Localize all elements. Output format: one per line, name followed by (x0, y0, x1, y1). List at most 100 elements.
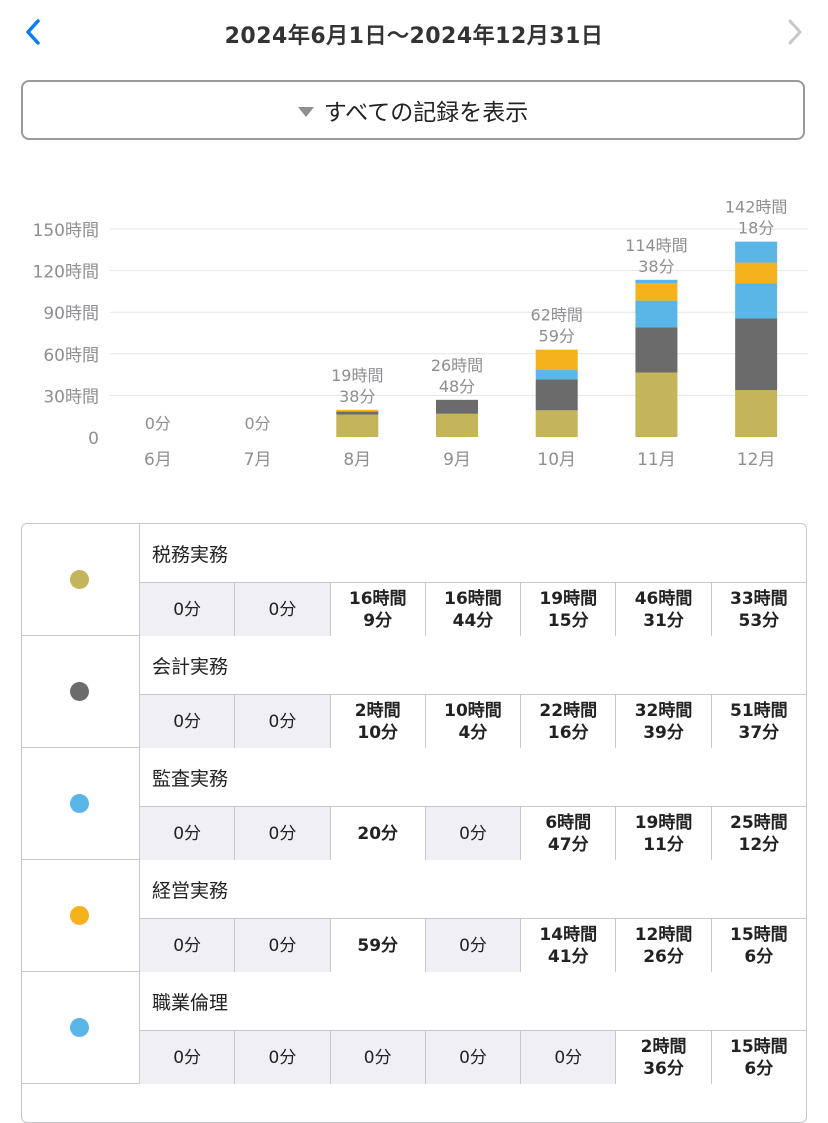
filter-button-label: すべての記録を表示 (324, 93, 528, 127)
bar-segment (536, 370, 578, 379)
y-tick-label: 90時間 (43, 304, 99, 324)
bar-segment (436, 400, 478, 414)
category-name: 税務実務 (152, 540, 228, 567)
month-value-cell: 2時間 10分 (331, 695, 426, 748)
y-tick-label: 60時間 (43, 346, 99, 366)
bar-segment (635, 327, 677, 372)
bar-segment (336, 410, 378, 411)
y-tick-label: 0 (88, 429, 99, 449)
category-name: 職業倫理 (152, 988, 228, 1015)
bar-total-label: 38分 (339, 387, 375, 406)
month-value-cell: 0分 (426, 807, 521, 860)
month-value-cell: 25時間 12分 (712, 807, 806, 860)
dropdown-triangle-icon (298, 107, 314, 117)
x-tick-label: 12月 (737, 450, 776, 470)
month-value-cell: 12時間 26分 (616, 919, 711, 972)
category-color-dot (70, 794, 89, 813)
category-color-dot (70, 682, 89, 701)
x-tick-label: 8月 (343, 450, 371, 470)
category-color-dot (70, 570, 89, 589)
bar-segment (635, 372, 677, 437)
month-value-cell: 46時間 31分 (616, 583, 711, 636)
bar-total-label: 38分 (638, 257, 674, 276)
y-tick-label: 150時間 (33, 221, 99, 241)
bar-total-label: 59分 (539, 327, 575, 346)
x-tick-label: 6月 (144, 450, 172, 470)
bar-segment (635, 280, 677, 284)
bar-segment (336, 412, 378, 415)
category-name: 会計実務 (152, 652, 228, 679)
bar-segment (635, 283, 677, 300)
month-value-cell: 0分 (235, 919, 330, 972)
bar-total-label: 18分 (738, 219, 774, 238)
header-bar: 2024年6月1日〜2024年12月31日 (0, 0, 828, 68)
category-color-cell (22, 524, 140, 635)
month-value-cell: 15時間 6分 (712, 1031, 806, 1084)
month-value-cell: 20分 (331, 807, 426, 860)
month-value-cell: 0分 (140, 1031, 235, 1084)
bar-segment (536, 379, 578, 410)
bar-segment (735, 263, 777, 284)
next-chevron-shape (790, 21, 800, 43)
y-tick-label: 30時間 (43, 387, 99, 407)
month-value-cell: 0分 (235, 1031, 330, 1084)
bar-segment (336, 415, 378, 437)
month-value-cell: 0分 (426, 919, 521, 972)
category-color-cell (22, 860, 140, 971)
month-value-cell: 10時間 4分 (426, 695, 521, 748)
show-all-records-button[interactable]: すべての記録を表示 (21, 80, 805, 140)
month-value-cell: 0分 (140, 695, 235, 748)
category-color-dot (70, 906, 89, 925)
y-tick-label: 120時間 (33, 263, 99, 283)
month-value-cell: 33時間 53分 (712, 583, 806, 636)
bar-segment (536, 350, 578, 370)
chart-svg: 030時間60時間90時間120時間150時間0分6月0分7月19時間38分8月… (0, 180, 828, 480)
bar-segment (536, 410, 578, 437)
month-value-cell: 0分 (235, 807, 330, 860)
month-value-cell: 15時間 6分 (712, 919, 806, 972)
category-color-cell (22, 972, 140, 1083)
month-value-cell: 0分 (140, 807, 235, 860)
x-tick-label: 10月 (537, 450, 576, 470)
bar-segment (735, 283, 777, 318)
next-chevron-icon[interactable] (776, 14, 810, 50)
month-value-cell: 59分 (331, 919, 426, 972)
bar-total-label: 19時間 (331, 366, 383, 385)
bar-total-label: 48分 (439, 377, 475, 396)
month-value-cell: 19時間 15分 (521, 583, 616, 636)
category-color-dot (70, 1018, 89, 1037)
month-value-cell: 0分 (235, 695, 330, 748)
month-value-cell: 0分 (235, 583, 330, 636)
month-value-cell: 0分 (140, 919, 235, 972)
month-value-cell: 2時間 36分 (616, 1031, 711, 1084)
period-title: 2024年6月1日〜2024年12月31日 (0, 18, 828, 50)
bar-total-label: 114時間 (625, 236, 688, 255)
month-value-cell: 0分 (426, 1031, 521, 1084)
month-value-cell: 0分 (331, 1031, 426, 1084)
bar-total-label: 26時間 (431, 356, 483, 375)
month-value-cell: 19時間 11分 (616, 807, 711, 860)
month-value-cell: 0分 (140, 583, 235, 636)
category-name: 監査実務 (152, 764, 228, 791)
month-value-cell: 0分 (521, 1031, 616, 1084)
month-value-cell: 16時間 44分 (426, 583, 521, 636)
bar-segment (735, 242, 777, 263)
bar-segment (735, 318, 777, 390)
bar-total-label: 0分 (244, 414, 270, 433)
x-tick-label: 9月 (443, 450, 471, 470)
month-value-cell: 22時間 16分 (521, 695, 616, 748)
bar-total-label: 142時間 (725, 198, 788, 217)
month-value-cell: 14時間 41分 (521, 919, 616, 972)
